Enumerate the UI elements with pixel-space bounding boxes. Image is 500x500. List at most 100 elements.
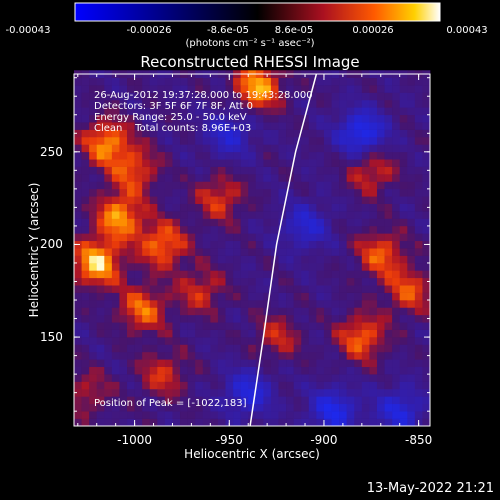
heatmap-cell [157,122,166,130]
heatmap-cell [240,181,249,190]
heatmap-cell [187,255,196,264]
heatmap-cell [414,248,423,256]
heatmap-cell [316,418,325,427]
heatmap-cell [74,255,82,264]
heatmap-cell [286,211,294,219]
heatmap-cell [195,344,204,353]
heatmap-cell [369,270,378,279]
heatmap-cell [164,129,173,138]
heatmap-cell [81,129,90,138]
heatmap-cell [323,144,332,153]
heatmap-cell [354,248,363,256]
heatmap-cell [255,211,264,219]
heatmap-cell [225,218,234,227]
heatmap-cell [422,381,431,390]
heatmap-cell [81,188,90,197]
heatmap-cell [195,366,204,375]
heatmap-cell [376,196,385,204]
heatmap-cell [339,92,347,101]
heatmap-cell [240,270,249,279]
heatmap-cell [369,129,378,138]
heatmap-cell [384,77,393,86]
heatmap-cell [96,144,105,153]
heatmap-cell [361,174,370,182]
heatmap-cell [331,403,340,412]
heatmap-cell [392,99,401,108]
heatmap-cell [119,270,128,279]
heatmap-cell [399,270,408,279]
heatmap-cell [316,211,325,219]
heatmap-cell [339,277,347,286]
heatmap-cell [278,181,287,190]
heatmap-cell [361,396,370,405]
heatmap-cell [210,166,219,175]
heatmap-cell [308,418,317,427]
heatmap-cell [376,388,385,397]
heatmap-cell [142,159,151,167]
heatmap-cell [202,122,211,130]
heatmap-cell [361,381,370,390]
heatmap-cell [407,292,416,301]
heatmap-cell [96,114,105,123]
heatmap-cell [142,122,151,130]
heatmap-cell [384,92,393,101]
heatmap-cell [111,211,120,219]
heatmap-cell [104,166,113,175]
heatmap-cell [210,151,219,160]
heatmap-cell [195,300,204,308]
heatmap-cell [164,151,173,160]
heatmap-cell [422,122,431,130]
heatmap-cell [414,77,423,86]
heatmap-cell [81,136,90,145]
heatmap-cell [308,381,317,390]
heatmap-cell [369,374,378,382]
heatmap-cell [111,136,120,145]
heatmap-cell [255,114,264,123]
heatmap-cell [399,366,408,375]
heatmap-cell [293,381,302,390]
heatmap-cell [316,99,325,108]
heatmap-cell [127,225,135,234]
heatmap-cell [217,218,226,227]
heatmap-cell [104,255,113,264]
heatmap-cell [316,77,325,86]
heatmap-cell [263,196,272,204]
heatmap-cell [414,344,423,353]
heatmap-cell [111,307,120,316]
heatmap-cell [187,233,196,242]
heatmap-cell [399,99,408,108]
heatmap-cell [399,344,408,353]
heatmap-cell [339,218,347,227]
heatmap-cell [346,374,355,382]
heatmap-cell [210,277,219,286]
heatmap-cell [422,225,431,234]
heatmap-cell [278,418,287,427]
heatmap-cell [119,292,128,301]
heatmap-cell [81,211,90,219]
heatmap-cell [172,92,181,101]
heatmap-cell [392,248,401,256]
heatmap-cell [278,151,287,160]
heatmap-cell [293,233,302,242]
heatmap-cell [308,129,317,138]
heatmap-cell [104,181,113,190]
heatmap-cell [339,129,347,138]
heatmap-cell [316,322,325,330]
heatmap-cell [286,248,294,256]
heatmap-cell [384,270,393,279]
heatmap-cell [111,174,120,182]
heatmap-cell [346,329,355,338]
heatmap-cell [172,166,181,175]
heatmap-cell [331,203,340,212]
heatmap-cell [89,411,98,419]
heatmap-cell [202,203,211,212]
heatmap-cell [134,136,143,145]
heatmap-cell [180,166,188,175]
heatmap-cell [316,374,325,382]
heatmap-cell [286,300,294,308]
heatmap-cell [233,351,241,360]
heatmap-cell [301,322,310,330]
heatmap-cell [119,255,128,264]
heatmap-cell [376,136,385,145]
heatmap-cell [210,374,219,382]
